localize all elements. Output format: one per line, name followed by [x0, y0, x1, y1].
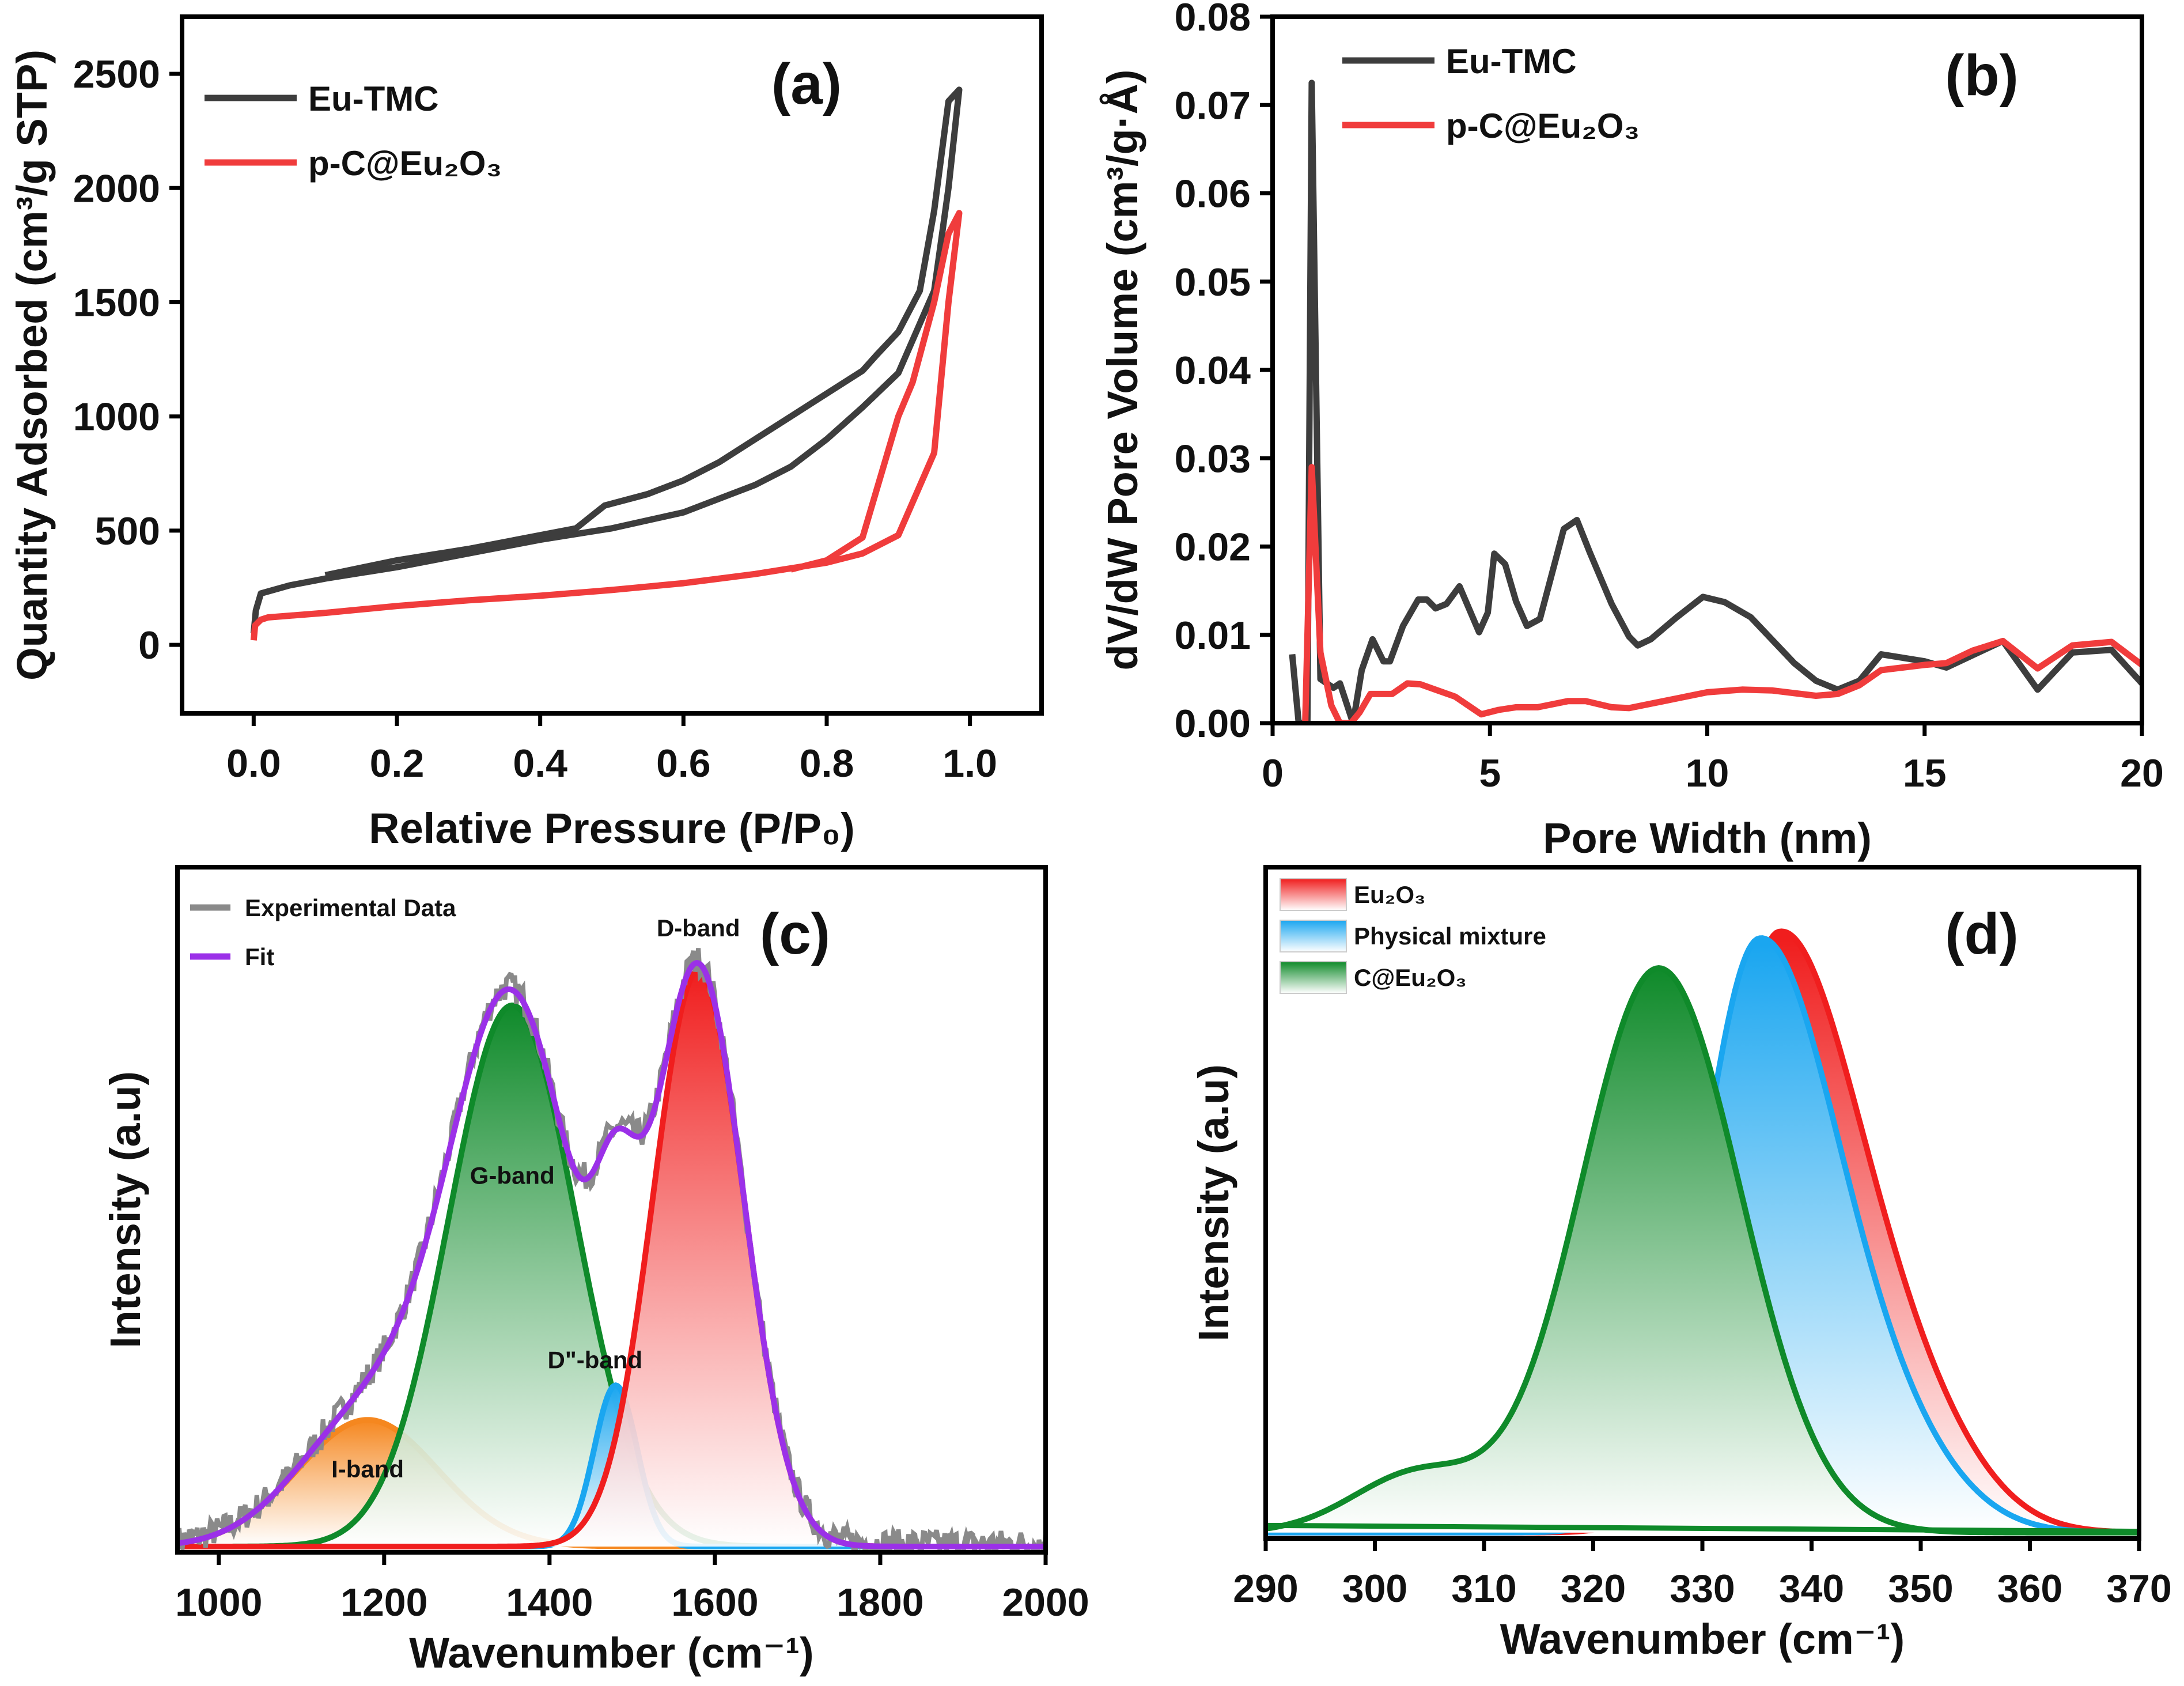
x-tick-label: 0.6 — [656, 742, 711, 785]
series-line-eu-tmc — [250, 86, 963, 634]
x-tick-label: 0 — [1262, 751, 1284, 795]
legend-label: Experimental Data — [245, 894, 456, 921]
legend-swatch — [1280, 920, 1347, 952]
x-tick-label: 10 — [1686, 751, 1729, 795]
fit-line — [177, 960, 1046, 1549]
x-axis-title: Relative Pressure (P/P₀) — [369, 804, 855, 852]
series-line-eu-tmc — [1289, 80, 2142, 723]
peak-fill-0 — [1266, 931, 2139, 1533]
x-tick-label: 1400 — [506, 1581, 593, 1624]
peak-label: I-band — [331, 1456, 404, 1483]
legend-label: Fit — [245, 943, 274, 970]
y-tick-label: 2500 — [73, 52, 160, 96]
plot-area — [250, 86, 963, 641]
x-axis-title: Wavenumber (cm⁻¹) — [1500, 1615, 1905, 1663]
x-tick-label: 1000 — [175, 1581, 262, 1624]
x-tick-label: 330 — [1670, 1567, 1735, 1611]
y-tick-label: 1500 — [73, 281, 160, 324]
peak-label: G-band — [470, 1162, 555, 1189]
y-tick-label: 0.01 — [1175, 614, 1251, 657]
legend-label: p-C@Eu₂O₃ — [308, 144, 502, 183]
x-tick-label: 20 — [2120, 751, 2164, 795]
chart-panel-b: Eu-TMC p-C@Eu₂O₃ 0 5 10 15 20 0.00 0.01 0.02 0.03 0… — [1099, 0, 2164, 862]
x-axis-title: Pore Width (nm) — [1543, 814, 1872, 862]
peak-fill-2 — [1266, 968, 2139, 1533]
x-tick-label: 350 — [1888, 1567, 1953, 1611]
legend-label: Eu-TMC — [1446, 42, 1577, 81]
legend-label: C@Eu₂O₃ — [1354, 964, 1467, 991]
x-tick-label: 0.0 — [226, 742, 281, 785]
x-tick-label: 0.8 — [800, 742, 854, 785]
panel-label: (b) — [1945, 43, 2019, 108]
x-tick-label: 340 — [1779, 1567, 1844, 1611]
series-line-p-c-eu2o3 — [1302, 464, 2142, 723]
x-tick-label: 1.0 — [943, 742, 997, 785]
x-tick-label: 0.2 — [370, 742, 425, 785]
legend-label: Eu-TMC — [308, 80, 439, 118]
plot-frame — [180, 14, 1044, 716]
legend-label: p-C@Eu₂O₃ — [1446, 107, 1640, 145]
x-tick-label: 0.4 — [513, 742, 567, 785]
legend-swatch — [1280, 878, 1347, 911]
x-axis-title: Wavenumber (cm⁻¹) — [409, 1629, 813, 1677]
y-tick-label: 0.05 — [1175, 260, 1251, 304]
y-tick-label: 0.00 — [1175, 702, 1251, 746]
y-axis-title: Intensity (a.u) — [1190, 1064, 1237, 1341]
x-tick-label: 1800 — [836, 1581, 923, 1624]
legend-label: Physical mixture — [1354, 923, 1546, 950]
y-tick-label: 0.08 — [1175, 0, 1251, 39]
legend-label: Eu₂O₃ — [1354, 881, 1425, 908]
panel-label: (c) — [760, 902, 830, 966]
y-tick-label: 0.02 — [1175, 526, 1251, 569]
baseline-line — [1266, 1522, 2139, 1534]
x-tick-label: 2000 — [1002, 1581, 1089, 1624]
y-tick-label: 2000 — [73, 167, 160, 210]
x-tick-label: 290 — [1233, 1567, 1298, 1611]
legend-swatch — [1280, 961, 1347, 994]
y-axis-title: Quantity Adsorbed (cm³/g STP) — [8, 50, 56, 681]
panel-label: (a) — [771, 52, 842, 116]
y-tick-label: 0.03 — [1175, 437, 1251, 481]
peak-label: D-band — [657, 914, 740, 942]
peak-label: D"-band — [548, 1346, 643, 1373]
y-tick-label: 500 — [95, 509, 160, 553]
chart-panel-c: I-band G-band D"-band D-band Experimental Da… — [101, 865, 1089, 1677]
panel-label: (d) — [1945, 902, 2019, 966]
x-tick-label: 310 — [1451, 1567, 1516, 1611]
chart-panel-d: Eu₂O₃ Physical mixture C@Eu₂O₃ 290 300 310 320… — [1190, 865, 2172, 1663]
plot-area — [177, 948, 1046, 1552]
series-line-p-c-eu2o3 — [250, 210, 963, 641]
y-tick-label: 0 — [138, 623, 160, 667]
x-tick-label: 320 — [1561, 1567, 1626, 1611]
x-tick-label: 360 — [1997, 1567, 2062, 1611]
y-axis-title: dV/dW Pore Volume (cm³/g·Å) — [1099, 70, 1146, 671]
x-tick-label: 15 — [1903, 751, 1947, 795]
y-tick-label: 0.06 — [1175, 172, 1251, 216]
plot-frame — [175, 865, 1048, 1555]
x-tick-label: 1600 — [671, 1581, 758, 1624]
x-tick-label: 300 — [1342, 1567, 1407, 1611]
plot-area — [1289, 80, 2142, 723]
y-tick-label: 0.04 — [1175, 349, 1251, 392]
x-tick-label: 370 — [2106, 1567, 2171, 1611]
y-axis-title: Intensity (a.u) — [101, 1071, 149, 1348]
chart-panel-a: Eu-TMC p-C@Eu₂O₃ 0.0 0.2 0.4 0.6 0.8 1.0 0 500 100… — [8, 14, 1044, 852]
y-tick-label: 0.07 — [1175, 84, 1251, 127]
x-tick-label: 5 — [1479, 751, 1501, 795]
x-tick-label: 1200 — [340, 1581, 427, 1624]
plot-area — [1266, 928, 2139, 1536]
y-tick-label: 1000 — [73, 395, 160, 439]
